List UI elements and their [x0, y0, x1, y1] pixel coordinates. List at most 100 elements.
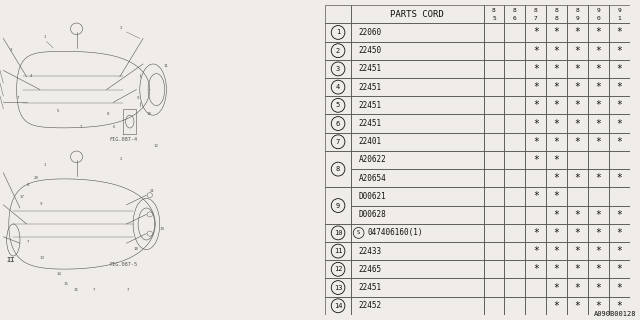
Bar	[484, 169, 504, 187]
Text: 7: 7	[127, 288, 129, 292]
Bar	[484, 23, 504, 42]
Text: 22451: 22451	[358, 119, 381, 128]
Bar	[567, 96, 588, 115]
Text: *: *	[554, 283, 559, 292]
Bar	[351, 224, 484, 242]
Text: 22451: 22451	[358, 83, 381, 92]
Bar	[351, 42, 484, 60]
Text: 22452: 22452	[358, 301, 381, 310]
Bar	[325, 260, 351, 278]
Text: *: *	[554, 82, 559, 92]
Text: *: *	[595, 283, 602, 292]
Text: 22451: 22451	[358, 283, 381, 292]
Bar	[325, 96, 351, 115]
Bar	[546, 60, 567, 78]
Bar	[609, 278, 630, 297]
Text: *: *	[575, 283, 580, 292]
Text: *: *	[554, 64, 559, 74]
Text: *: *	[554, 246, 559, 256]
Bar	[588, 260, 609, 278]
Text: *: *	[575, 46, 580, 56]
Bar	[609, 169, 630, 187]
Bar	[325, 115, 351, 133]
Text: 22451: 22451	[358, 64, 381, 73]
Bar	[546, 96, 567, 115]
Text: *: *	[616, 264, 622, 274]
Bar	[609, 23, 630, 42]
Bar	[567, 205, 588, 224]
Bar	[546, 42, 567, 60]
Bar	[525, 242, 546, 260]
Bar	[609, 96, 630, 115]
Bar	[588, 96, 609, 115]
Text: 13: 13	[40, 256, 45, 260]
Bar	[325, 151, 351, 187]
Bar	[484, 133, 504, 151]
Text: 11: 11	[163, 64, 168, 68]
Bar	[588, 224, 609, 242]
Text: *: *	[616, 301, 622, 311]
Text: 1: 1	[44, 164, 46, 167]
Text: *: *	[575, 173, 580, 183]
Text: *: *	[554, 118, 559, 129]
Text: *: *	[554, 264, 559, 274]
Bar	[588, 133, 609, 151]
Text: *: *	[554, 301, 559, 311]
Bar	[484, 187, 504, 205]
Text: 1: 1	[44, 36, 46, 39]
Bar	[525, 297, 546, 315]
Bar	[609, 187, 630, 205]
Text: 6: 6	[513, 16, 516, 21]
Bar	[484, 224, 504, 242]
Text: 8: 8	[555, 16, 559, 21]
Bar	[609, 205, 630, 224]
Bar	[567, 115, 588, 133]
Bar	[351, 5, 484, 23]
Text: 9: 9	[618, 8, 621, 13]
Text: 7: 7	[80, 125, 83, 129]
Bar	[504, 297, 525, 315]
Bar	[351, 133, 484, 151]
Text: *: *	[575, 118, 580, 129]
Bar	[588, 151, 609, 169]
Text: 2: 2	[120, 26, 122, 30]
Text: *: *	[533, 82, 539, 92]
Bar	[525, 205, 546, 224]
Text: 14: 14	[56, 272, 61, 276]
Bar	[351, 23, 484, 42]
Bar	[567, 60, 588, 78]
Bar	[567, 133, 588, 151]
Text: *: *	[616, 118, 622, 129]
Bar	[588, 5, 609, 23]
Text: 5: 5	[336, 102, 340, 108]
Bar	[351, 297, 484, 315]
Bar	[609, 133, 630, 151]
Bar	[525, 60, 546, 78]
Bar	[609, 5, 630, 23]
Text: *: *	[595, 100, 602, 110]
Text: 15: 15	[63, 282, 68, 286]
Bar	[567, 224, 588, 242]
Text: 2: 2	[120, 157, 122, 161]
Text: 9: 9	[40, 202, 42, 206]
Text: 16: 16	[73, 288, 78, 292]
Bar	[567, 278, 588, 297]
Text: *: *	[554, 28, 559, 37]
Bar	[609, 297, 630, 315]
Bar	[567, 42, 588, 60]
Bar	[484, 297, 504, 315]
Text: 6: 6	[336, 121, 340, 126]
Text: *: *	[533, 246, 539, 256]
Text: 1: 1	[618, 16, 621, 21]
Text: 8: 8	[513, 8, 516, 13]
Text: *: *	[554, 228, 559, 238]
Text: *: *	[616, 28, 622, 37]
Bar	[504, 260, 525, 278]
Text: 8: 8	[575, 8, 579, 13]
Text: 20: 20	[33, 176, 38, 180]
Bar	[588, 78, 609, 96]
Bar	[504, 42, 525, 60]
Bar	[325, 297, 351, 315]
Bar	[609, 151, 630, 169]
Bar	[504, 224, 525, 242]
